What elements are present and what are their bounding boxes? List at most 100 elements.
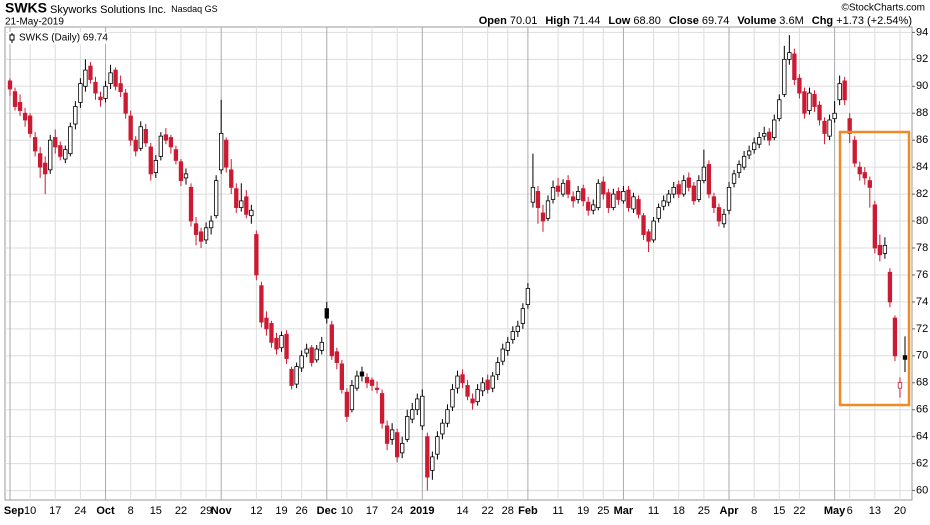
candle-body [83,69,88,87]
candle-body [530,186,536,203]
legend-bg [8,32,108,44]
candle-body [797,77,802,94]
candle-body [384,425,390,444]
candle-body [234,188,239,208]
x-tick-label: 15 [150,505,162,517]
candles [7,35,908,491]
x-tick-label: 17 [49,505,61,517]
candle-body [465,385,470,397]
candle-body [656,207,661,219]
date: 21-May-2019 [5,17,64,28]
quote-label: Chg [812,15,833,27]
candle-body [621,191,626,202]
candle-body [319,341,324,351]
legend-icon [9,34,15,41]
quote-label: Volume [737,15,776,27]
x-tick-label: 8 [751,505,757,517]
candle-body [661,200,666,207]
candle-body [63,149,68,160]
candle-body [565,180,571,195]
candle-body [751,142,757,151]
candle-body [17,102,23,111]
candle-body [741,155,747,168]
quote-value: 68.80 [633,15,661,27]
candle-body [374,387,380,390]
candle-body [576,191,581,200]
x-tick-label: 26 [296,505,308,517]
candle-body [445,409,450,424]
candle-body [93,81,98,94]
candle-body [138,126,143,149]
candle-body [646,231,651,242]
candle-body [294,366,299,385]
candle-body [807,92,812,111]
x-tick-label: May [824,505,846,517]
y-tick-label: 60 [916,484,928,496]
candle-body [198,231,204,242]
quote-label: Open [479,15,507,27]
candle-body [837,83,842,101]
x-tick-label: 15 [773,505,785,517]
candle-body [173,149,179,161]
candle-body [455,375,460,389]
candle-body [852,139,857,164]
y-tick-label: 86 [916,134,928,146]
candle-body [183,173,189,179]
candle-body [118,83,123,93]
x-tick-label: 22 [793,505,805,517]
candle-body [671,186,676,195]
candle-body [58,145,63,157]
x-tick-label: 6 [847,505,853,517]
candle-body [48,139,53,171]
candle-body [782,58,787,95]
candle-body [450,389,455,408]
x-tick-label: Dec [317,505,337,517]
plot-frame [4,26,913,501]
candle-body [591,204,596,211]
candle-body [596,182,601,208]
y-tick-label: 82 [916,188,928,200]
y-tick-label: 74 [916,296,928,308]
candle-body [550,186,556,200]
candle-body [500,348,505,362]
candle-body [822,120,827,134]
candle-body [681,180,686,195]
candle-body [581,188,586,202]
candle-body [480,382,485,392]
quote-value: 69.74 [702,15,730,27]
candle-body [862,172,867,179]
candle-body [726,186,732,211]
candle-body [153,160,158,173]
x-tick-label: Nov [211,505,233,517]
candle-body [410,409,415,420]
candle-body [68,126,73,155]
highlight-box [838,130,911,407]
x-tick-label: 22 [482,505,494,517]
candle-body [626,189,631,208]
x-tick-label: 11 [648,505,659,517]
candle-body [902,355,908,360]
x-tick-label: Mar [614,505,634,517]
candle-body [731,173,737,184]
x-tick-label: 12 [250,505,262,517]
y-tick-label: 76 [916,269,928,281]
x-tick-label: Sep [4,505,24,517]
candle-body [229,169,234,188]
x-tick-label: 25 [597,505,609,517]
candle-body [389,429,395,440]
symbol: SWKS [5,0,47,16]
candle-body [425,436,430,478]
x-tick-label: 11 [552,505,563,517]
candle-body [133,139,138,152]
y-tick-label: 72 [916,323,928,335]
x-tick-label: 10 [24,505,36,517]
candle-body [877,244,883,256]
quote-label: Low [608,15,630,27]
candle-body [716,207,722,222]
candle-body [98,96,103,101]
candle-body [696,180,702,200]
candle-body [827,119,832,137]
candle-body [219,133,224,171]
candle-body [721,213,727,225]
